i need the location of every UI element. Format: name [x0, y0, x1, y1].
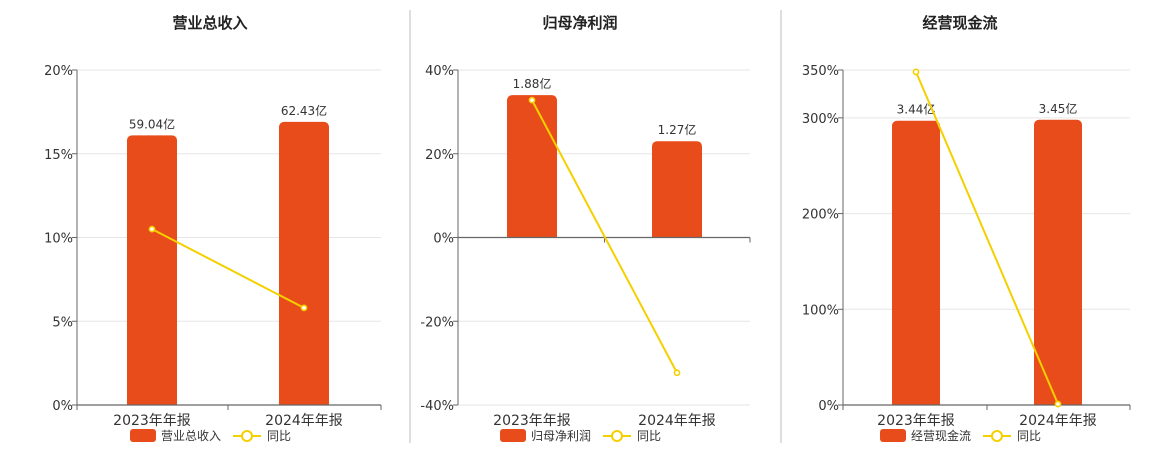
chart-panel-2: 归母净利润 -40% -20% 0% 20% 40% 1.88亿 1.27亿 2023年年报 20… — [420, 14, 751, 443]
line-point — [528, 96, 536, 104]
y-tick-label: 5% — [52, 315, 73, 330]
x-tick-label: 2023年年报 — [493, 413, 571, 429]
line-point — [148, 225, 156, 233]
chart-panel-3: 经营现金流 0% 100% 200% 300% 350% 3.44亿 3.45亿 2023年年报… — [802, 14, 1131, 443]
y-tick-label: -20% — [420, 315, 454, 330]
line-point — [673, 369, 681, 377]
bar-data-label: 59.04亿 — [129, 116, 175, 131]
chart-title: 归母净利润 — [542, 14, 617, 32]
y-tick-label: 0% — [52, 399, 73, 414]
x-tick-label: 2024年年报 — [1019, 413, 1097, 429]
legend-swatch-marker — [991, 430, 1003, 442]
y-tick-label: 15% — [44, 148, 73, 163]
y-tick-label: 20% — [425, 148, 454, 163]
bar-data-label: 62.43亿 — [281, 103, 327, 118]
line-point — [1054, 400, 1062, 408]
legend-label: 同比 — [267, 429, 291, 443]
legend-swatch-marker — [611, 430, 623, 442]
bar-base — [892, 126, 940, 405]
bar-base — [279, 127, 329, 406]
legend-swatch-bar — [880, 429, 906, 442]
legend-label: 经营现金流 — [911, 428, 971, 443]
y-tick-label: -40% — [420, 399, 454, 414]
chart-title: 经营现金流 — [922, 14, 997, 32]
y-tick-label: 0% — [818, 399, 839, 414]
bar-base — [507, 101, 557, 238]
bar-data-label: 3.44亿 — [897, 102, 936, 117]
legend-swatch-bar — [130, 429, 156, 442]
y-tick-label: 20% — [44, 64, 73, 79]
y-tick-label: 350% — [802, 64, 839, 79]
legend[interactable]: 经营现金流 同比 — [880, 428, 1041, 443]
series-line — [531, 99, 678, 374]
legend-label: 营业总收入 — [161, 429, 221, 443]
legend-swatch-bar — [500, 429, 526, 442]
y-tick-label: 300% — [802, 112, 839, 127]
y-tick-label: 0% — [433, 232, 454, 247]
chart-panel-1: 营业总收入 0% 5% 10% 15% 20% 59.04亿 62.43亿 2023年年报 202… — [44, 14, 382, 443]
bar-data-label: 3.45亿 — [1039, 101, 1078, 116]
line-point — [912, 68, 920, 76]
legend[interactable]: 归母净利润 同比 — [500, 429, 661, 443]
legend-label: 同比 — [637, 429, 661, 443]
series-line — [151, 228, 305, 309]
bar-base — [652, 147, 702, 238]
y-tick-label: 40% — [425, 64, 454, 79]
x-tick-label: 2023年年报 — [113, 413, 191, 429]
x-tick-label: 2023年年报 — [877, 413, 955, 429]
series-line — [915, 71, 1059, 405]
line-point — [300, 304, 308, 312]
bar-data-label: 1.27亿 — [658, 122, 697, 137]
bar-base — [1034, 125, 1082, 406]
y-tick-label: 10% — [44, 232, 73, 247]
legend-label: 归母净利润 — [531, 429, 591, 443]
y-tick-label: 100% — [802, 303, 839, 318]
bar-data-label: 1.88亿 — [513, 76, 552, 91]
legend-label: 同比 — [1017, 429, 1041, 443]
bar-base — [127, 141, 177, 405]
x-tick-label: 2024年年报 — [265, 413, 343, 429]
x-tick-label: 2024年年报 — [638, 413, 716, 429]
y-tick-label: 200% — [802, 208, 839, 223]
legend-swatch-marker — [241, 430, 253, 442]
legend[interactable]: 营业总收入 同比 — [130, 429, 291, 443]
chart-title: 营业总收入 — [172, 14, 247, 32]
